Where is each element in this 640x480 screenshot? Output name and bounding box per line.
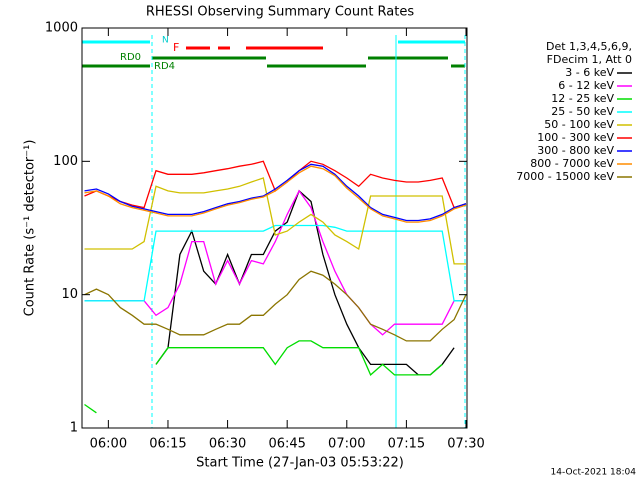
annotation: RD0 <box>120 52 141 63</box>
series-line <box>84 270 467 342</box>
series-line <box>155 189 455 376</box>
legend-label: 7000 - 15000 keV <box>516 170 614 183</box>
series-line <box>84 177 466 265</box>
legend-label: 12 - 25 keV <box>551 92 614 105</box>
x-tick-label: 06:45 <box>268 437 305 452</box>
annotation: N <box>162 36 169 46</box>
legend-label: 100 - 300 keV <box>537 131 614 144</box>
series-line <box>84 165 467 223</box>
x-tick-label: 07:30 <box>447 437 484 452</box>
x-tick-label: 07:15 <box>388 437 425 452</box>
timestamp: 14-Oct-2021 18:04 <box>551 468 637 478</box>
legend-label: 25 - 50 keV <box>551 105 614 118</box>
series-line <box>84 224 466 302</box>
x-tick-label: 06:00 <box>90 437 127 452</box>
y-tick-label: 100 <box>53 154 78 169</box>
series-line <box>84 163 467 222</box>
y-axis-label: Count Rate (s⁻¹ detector⁻¹) <box>23 140 38 317</box>
legend-label: 300 - 800 keV <box>537 144 614 157</box>
y-tick-label: 10 <box>61 287 78 302</box>
legend-label: 3 - 6 keV <box>565 66 614 79</box>
x-tick-label: 06:15 <box>149 437 186 452</box>
y-tick-label: 1000 <box>45 21 78 36</box>
annotation: F <box>173 41 179 54</box>
plot-frame <box>81 27 468 429</box>
legend-label: 50 - 100 keV <box>544 118 614 131</box>
legend-title: Det 1,3,4,5,6,9, <box>546 40 632 53</box>
x-axis-label: Start Time (27-Jan-03 05:53:22) <box>196 456 404 471</box>
legend-title: FDecim 1, Att 0 <box>547 53 632 66</box>
series-line <box>84 340 443 414</box>
y-tick-label: 1 <box>70 421 78 436</box>
x-tick-label: 07:00 <box>328 437 365 452</box>
legend-label: 800 - 7000 keV <box>530 157 614 170</box>
chart-title: RHESSI Observing Summary Count Rates <box>146 5 415 20</box>
legend-label: 6 - 12 keV <box>558 79 614 92</box>
series-line <box>84 189 466 336</box>
x-tick-label: 06:30 <box>209 437 246 452</box>
annotation: RD4 <box>154 61 175 72</box>
